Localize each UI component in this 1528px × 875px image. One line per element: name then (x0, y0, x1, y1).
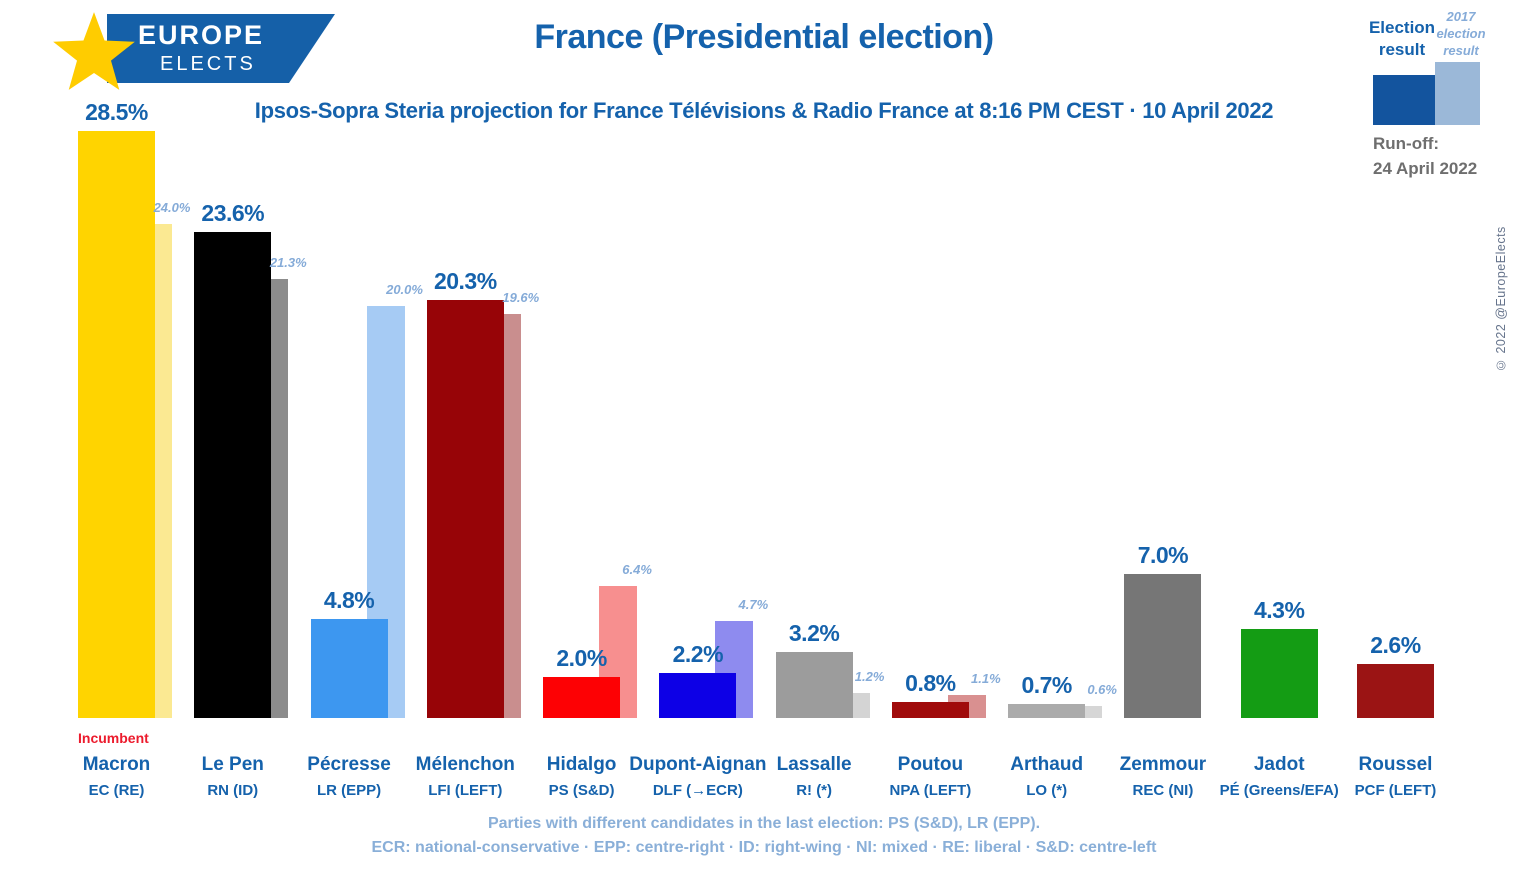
footer-note-1: Parties with different candidates in the… (487, 815, 1041, 832)
bar-value-label: 2.6% (1370, 632, 1421, 659)
bar-value-label: 20.3% (433, 267, 497, 294)
bar-value-label: 3.2% (788, 620, 840, 647)
page-title: France (Presidential election) (534, 18, 994, 56)
bar-value-label: 4.8% (323, 587, 375, 614)
bar-current (1240, 629, 1318, 718)
bar-previous-value-label: 4.7% (738, 597, 769, 613)
logo-elects-text: ELECTS (160, 53, 256, 75)
bar-value-label: 4.3% (1253, 597, 1305, 624)
bar-previous-value-label: 21.3% (269, 255, 307, 271)
bar-current (891, 701, 969, 718)
candidate-name: Dupont-Aignan (629, 754, 767, 775)
candidate-name: Le Pen (201, 754, 264, 775)
candidate-name: Jadot (1253, 754, 1305, 775)
bar-current (775, 652, 853, 718)
candidate-party: EC (RE) (88, 782, 145, 799)
star-icon (53, 12, 135, 90)
bar-current (1124, 573, 1202, 718)
logo-europe-text: EUROPE (138, 20, 265, 50)
bar-current (194, 231, 272, 718)
bar-previous-value-label: 24.0% (153, 199, 191, 215)
candidate-party: PÉ (Greens/EFA) (1219, 782, 1339, 799)
candidate-name: Roussel (1358, 754, 1433, 775)
footer-note-2: ECR: national-conservative · EPP: centre… (371, 839, 1157, 856)
bar-value-label: 2.0% (556, 644, 607, 671)
candidate-name: Mélenchon (415, 754, 515, 775)
bar-current (78, 130, 155, 718)
candidate-name: Macron (82, 754, 151, 775)
candidate-party: DLF (→ECR) (652, 782, 743, 799)
bar-value-label: 0.7% (1021, 671, 1072, 698)
bar-value-label: 7.0% (1137, 541, 1189, 568)
candidate-name: Poutou (897, 754, 964, 775)
bar-previous-value-label: 19.6% (502, 290, 540, 306)
candidate-name: Zemmour (1119, 754, 1207, 775)
incumbent-badge: Incumbent (78, 730, 149, 746)
bar-value-label: 23.6% (201, 199, 265, 226)
bar-current (426, 299, 504, 718)
candidate-party: PS (S&D) (548, 782, 615, 799)
bar-current (1356, 664, 1434, 718)
candidate-party: LO (*) (1026, 782, 1068, 799)
bar-current (543, 676, 621, 718)
candidate-party: NPA (LEFT) (889, 782, 972, 799)
candidate-name: Pécresse (307, 754, 391, 775)
candidate-party: R! (*) (796, 782, 833, 799)
candidate-name: Lassalle (776, 754, 852, 775)
bar-value-label: 28.5% (85, 98, 148, 125)
bar-previous-value-label: 20.0% (386, 282, 423, 297)
candidate-party: PCF (LEFT) (1354, 782, 1437, 799)
candidate-name: Arthaud (1010, 754, 1084, 775)
candidate-party: RN (ID) (207, 782, 259, 799)
bar-value-label: 2.2% (672, 640, 724, 667)
candidate-name: Hidalgo (546, 754, 617, 775)
bar-current (1008, 703, 1086, 718)
bar-previous-value-label: 1.1% (971, 671, 1001, 687)
bar-current (659, 672, 737, 718)
runoff-label: Run-off: (1373, 134, 1440, 153)
bar-previous-value-label: 1.2% (854, 669, 885, 685)
legend-previous-label: 2017 election result (1436, 9, 1486, 58)
bar-value-label: 0.8% (905, 669, 956, 696)
runoff-date: 24 April 2022 (1373, 159, 1478, 178)
legend-current-swatch (1373, 75, 1435, 125)
bar-current (310, 619, 388, 718)
candidate-party: LR (EPP) (316, 782, 382, 799)
page-subtitle: Ipsos-Sopra Steria projection for France… (254, 98, 1274, 123)
candidate-party: LFI (LEFT) (428, 782, 503, 799)
legend-previous-swatch (1435, 62, 1480, 125)
bar-previous-value-label: 0.6% (1087, 681, 1117, 697)
bar-previous-value-label: 6.4% (622, 562, 652, 578)
candidate-party: REC (NI) (1132, 782, 1194, 799)
legend-current-label: Election result (1368, 18, 1436, 59)
